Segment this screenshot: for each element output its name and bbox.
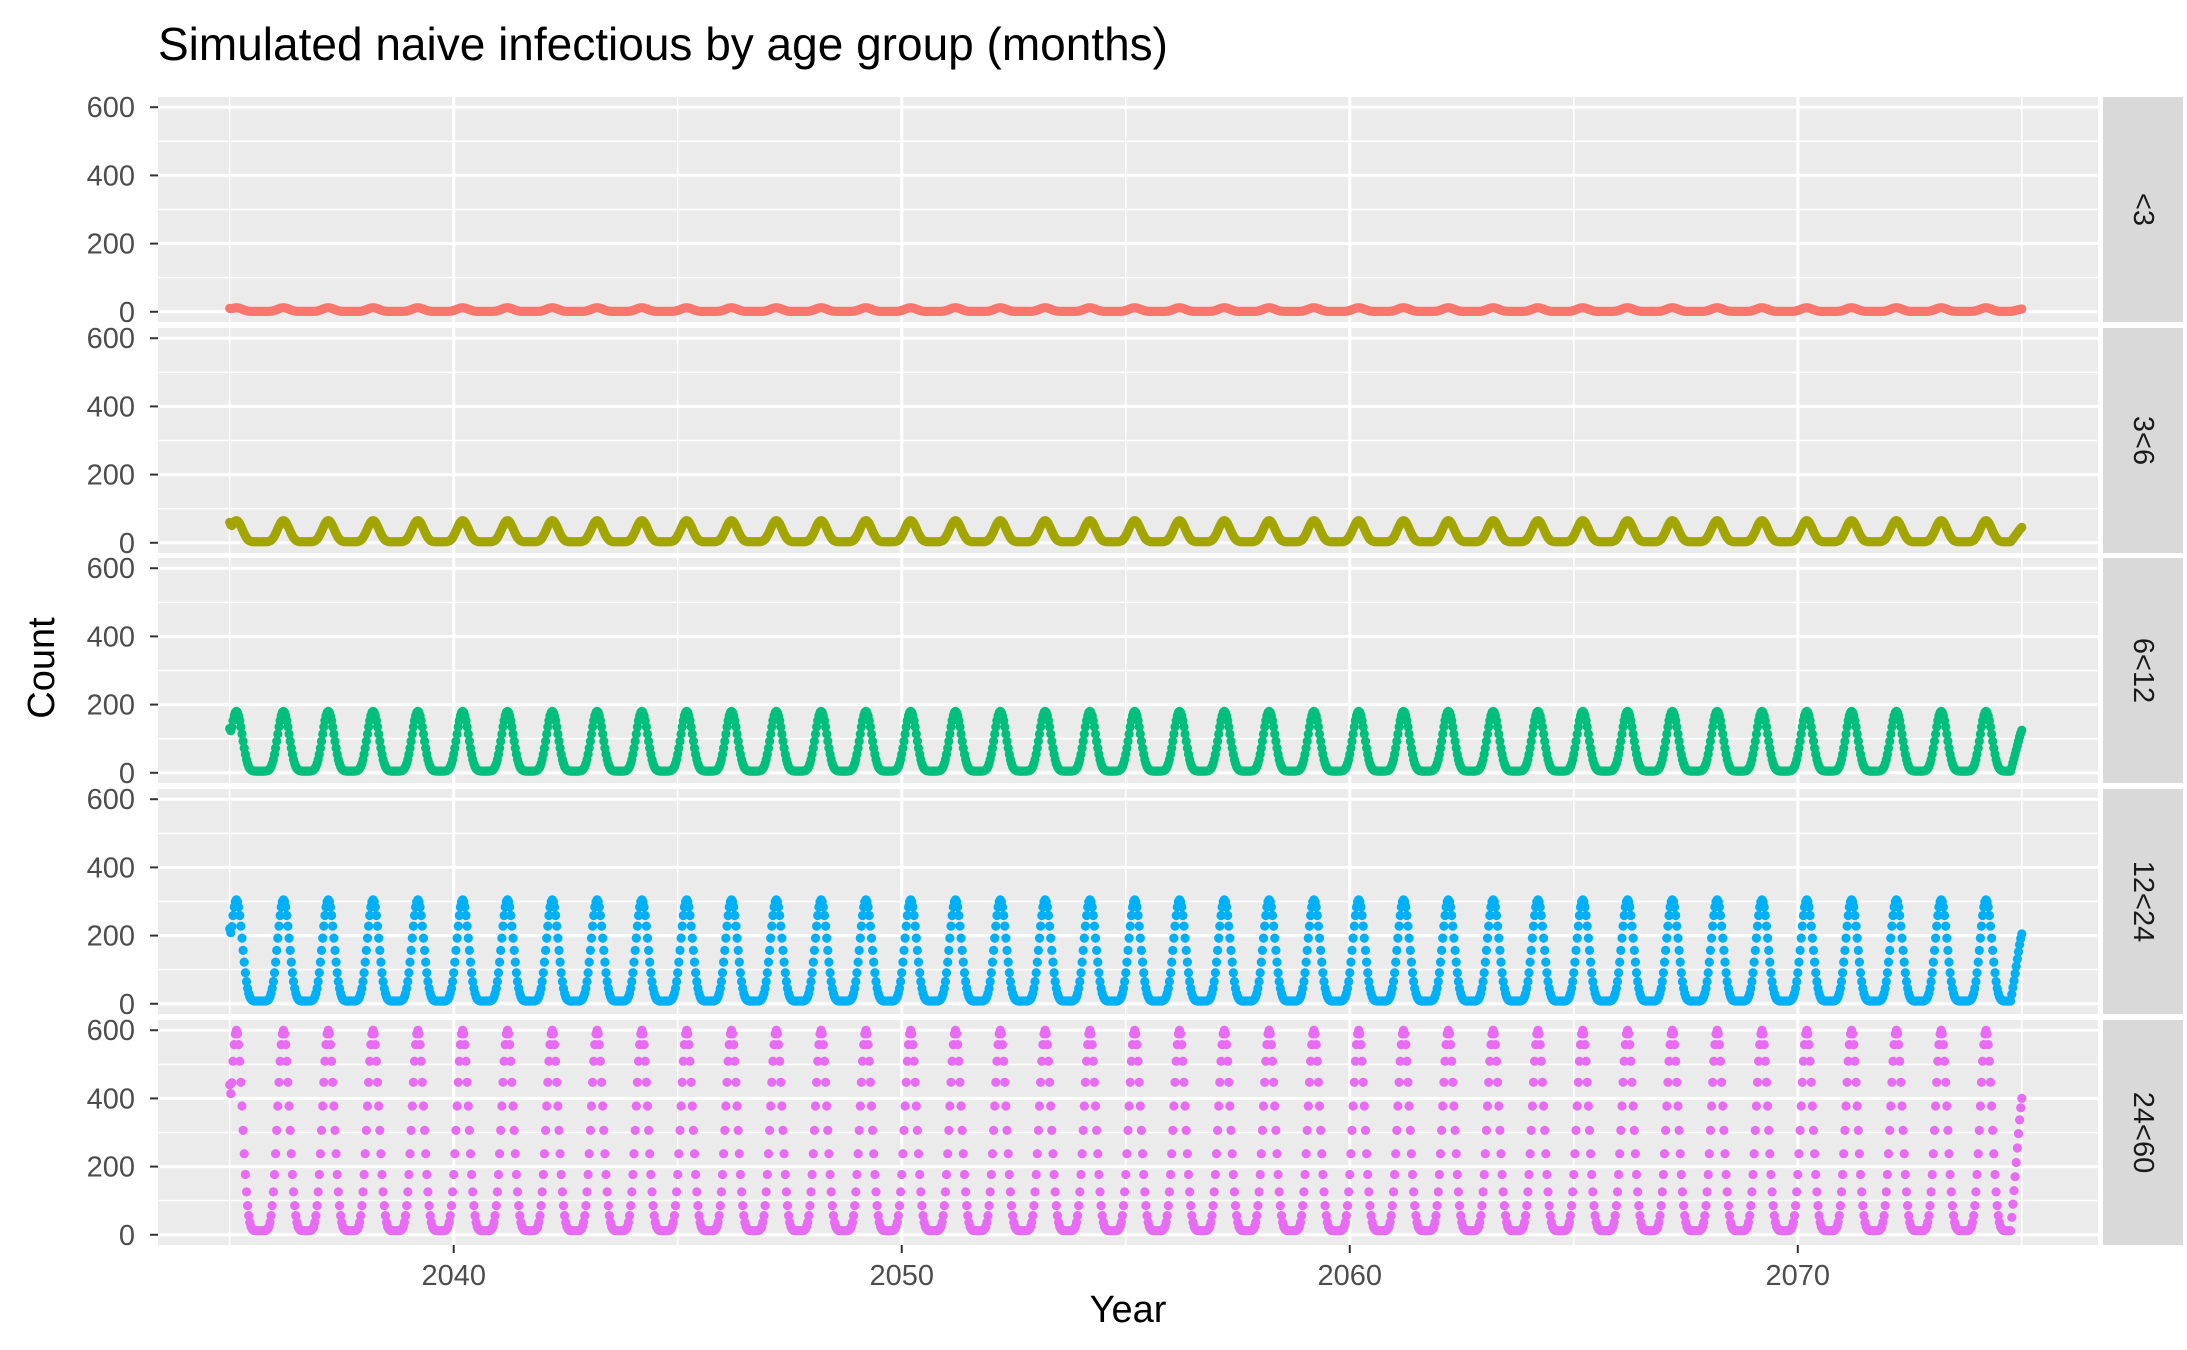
data-point [283,921,293,931]
data-point [235,910,245,921]
data-point [239,957,249,967]
y-tick-label: 0 [119,297,135,329]
facet-strip-label: 6<12 [2127,638,2159,703]
data-point [269,968,280,978]
data-point [284,933,294,943]
y-tick-label: 400 [87,391,135,423]
y-tick-label: 200 [87,460,135,492]
facet-strip-label: 12<24 [2127,861,2159,942]
facet-panel--lt-3: 0 200 400 600 <3 [87,92,2183,329]
y-tick-label: 600 [87,323,135,355]
facet-panels: 0200400600<302004006003<602004006006<120… [87,92,2183,1252]
data-point [282,910,292,921]
data-point [2017,725,2027,735]
data-point [271,957,281,967]
series--lt-3 [225,303,2027,316]
data-point [227,922,237,932]
y-tick-label: 200 [87,229,135,261]
data-point [281,902,291,912]
data-point [240,968,250,978]
facet-strip-label: <3 [2127,193,2159,226]
data-point [237,933,247,943]
y-tick-label: 600 [87,553,135,585]
y-tick-label: 600 [87,92,135,124]
data-point [285,945,295,956]
y-tick-label: 400 [87,621,135,653]
data-point [236,921,246,931]
data-point [2017,522,2027,533]
data-point [234,902,244,912]
chart-title: Simulated naive infectious by age group … [158,18,1168,70]
data-point [287,968,297,978]
data-point [272,945,282,956]
data-point [238,945,248,956]
data-point [274,921,284,931]
data-point [273,933,283,943]
y-tick-label: 400 [87,160,135,192]
y-tick-label: 200 [87,690,135,722]
data-point [268,976,278,987]
y-tick-label: 200 [87,921,135,953]
y-tick-label: 400 [87,852,135,884]
y-tick-label: 600 [87,784,135,816]
data-point [286,957,296,967]
facet-strip [2103,97,2183,322]
data-point [2017,304,2027,314]
facet-strip-label: 3<6 [2127,416,2159,465]
